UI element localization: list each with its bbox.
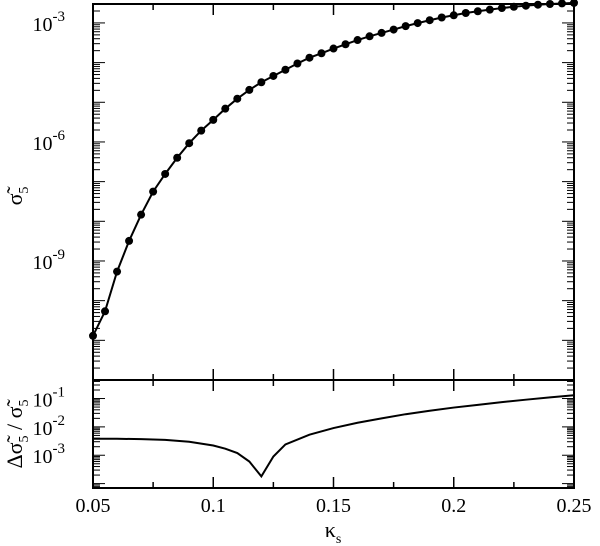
x-tick-label: 0.15 xyxy=(316,495,351,517)
series-line xyxy=(92,1,575,337)
data-point xyxy=(533,0,542,9)
x-tick-label: 0.25 xyxy=(557,495,592,517)
data-point xyxy=(353,36,362,45)
data-point xyxy=(257,78,266,87)
y-tick-label: 10-2 xyxy=(33,413,66,440)
data-point xyxy=(461,8,470,17)
y-tick-label: 10-6 xyxy=(33,128,66,155)
data-point xyxy=(557,0,566,8)
data-point xyxy=(149,187,158,196)
data-point xyxy=(125,236,134,245)
series-line xyxy=(93,394,575,479)
data-point xyxy=(281,65,290,74)
y-tick-label: 10-1 xyxy=(33,385,66,412)
plot-frame xyxy=(92,379,575,489)
x-axis-label: κs xyxy=(325,517,342,546)
data-point xyxy=(437,13,446,22)
x-tick-label: 0.1 xyxy=(201,495,226,517)
y-tick-label: 10-9 xyxy=(33,247,66,274)
data-point xyxy=(221,104,230,113)
data-point xyxy=(509,2,518,11)
x-axis-label-text: κs xyxy=(325,517,342,546)
data-point xyxy=(245,85,254,94)
data-point xyxy=(233,94,242,103)
data-point xyxy=(425,16,434,25)
data-point xyxy=(89,331,97,340)
data-point xyxy=(209,115,218,124)
data-point xyxy=(305,53,314,62)
data-point xyxy=(365,32,374,41)
data-point xyxy=(449,11,458,20)
data-point xyxy=(161,169,170,178)
data-point xyxy=(377,28,386,37)
data-point xyxy=(485,5,494,14)
data-point xyxy=(329,44,338,53)
top-panel: 10-9 10-6 10-3 xyxy=(33,0,578,381)
data-point xyxy=(113,267,122,276)
bottom-y-axis-label-text: Δσ̃5 / σ̃5 xyxy=(2,399,32,469)
data-point xyxy=(137,210,146,219)
data-point xyxy=(389,25,398,34)
data-point xyxy=(521,1,530,10)
data-point xyxy=(341,40,350,49)
data-point xyxy=(497,4,506,13)
y-tick-label: 10-3 xyxy=(33,9,66,36)
data-point xyxy=(173,153,182,162)
bottom-y-axis-label: Δσ̃5 / σ̃5 xyxy=(2,399,32,469)
y-tick-label: 10-3 xyxy=(33,441,66,468)
x-tick-label: 0.2 xyxy=(441,495,466,517)
data-point xyxy=(413,19,422,28)
plot-frame xyxy=(92,3,575,381)
data-point xyxy=(473,7,482,16)
data-point xyxy=(269,71,278,80)
bottom-panel: 10-310-210-1 0.05 0.1 0.15 0.2 0.25 xyxy=(33,379,592,517)
x-tick-label: 0.05 xyxy=(76,495,111,517)
top-y-axis-label-text: σ̃5 xyxy=(2,186,32,206)
data-point xyxy=(570,0,578,7)
data-point xyxy=(317,49,326,58)
data-point xyxy=(197,126,206,135)
data-point xyxy=(401,22,410,31)
data-point xyxy=(185,139,194,148)
data-point xyxy=(101,307,110,316)
top-y-axis-label: σ̃5 xyxy=(2,186,32,206)
data-point xyxy=(293,59,302,68)
data-point xyxy=(545,0,554,8)
